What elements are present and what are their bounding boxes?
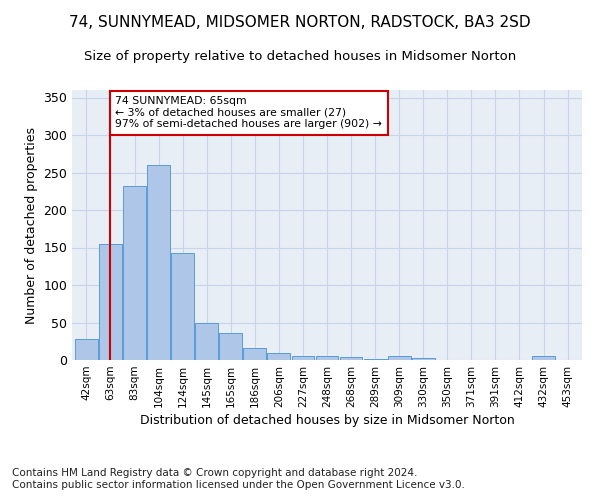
Bar [123,186,146,360]
Bar [195,324,218,360]
Bar [220,333,242,360]
Bar [388,356,410,360]
X-axis label: Distribution of detached houses by size in Midsomer Norton: Distribution of detached houses by size … [140,414,514,427]
Bar [340,357,362,360]
Bar [268,353,290,360]
Bar [412,358,434,360]
Bar [171,253,194,360]
Bar [147,165,170,360]
Bar [364,359,386,360]
Bar [99,244,122,360]
Bar [292,356,314,360]
Y-axis label: Number of detached properties: Number of detached properties [25,126,38,324]
Bar [75,339,98,360]
Text: Contains HM Land Registry data © Crown copyright and database right 2024.
Contai: Contains HM Land Registry data © Crown c… [12,468,465,490]
Bar [532,356,555,360]
Text: 74 SUNNYMEAD: 65sqm
← 3% of detached houses are smaller (27)
97% of semi-detache: 74 SUNNYMEAD: 65sqm ← 3% of detached hou… [115,96,382,129]
Bar [316,356,338,360]
Bar [244,348,266,360]
Text: Size of property relative to detached houses in Midsomer Norton: Size of property relative to detached ho… [84,50,516,63]
Text: 74, SUNNYMEAD, MIDSOMER NORTON, RADSTOCK, BA3 2SD: 74, SUNNYMEAD, MIDSOMER NORTON, RADSTOCK… [69,15,531,30]
